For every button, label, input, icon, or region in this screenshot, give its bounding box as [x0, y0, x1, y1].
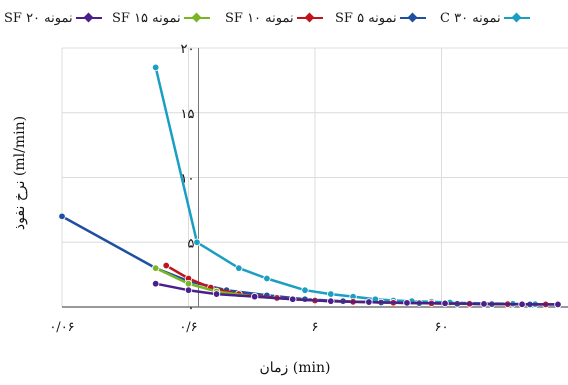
legend-marker-sf10: [296, 12, 323, 24]
y-tick-label-4: ۰: [188, 301, 195, 316]
data-point-s1-0: [58, 212, 66, 221]
data-point-s0-0: [151, 63, 160, 72]
data-point-s3-1: [184, 279, 193, 288]
x-tick-label-0: ۰/۰۶: [49, 320, 74, 335]
data-point-s2-0: [162, 261, 170, 270]
x-tick-label-2: ۶: [312, 320, 319, 335]
y-tick-label-3: ۵: [188, 236, 195, 251]
y-tick-label-1: ۱۵: [181, 107, 195, 122]
series-line-3: [155, 266, 559, 306]
data-point-s4-2: [212, 290, 221, 298]
data-point-s0-2: [235, 264, 243, 272]
legend-item-sf20: نمونه ۲۰ SF: [4, 6, 102, 30]
data-point-s4-0: [151, 279, 160, 288]
legend-label-c30: نمونه ۳۰ C: [440, 10, 501, 26]
legend-label-sf5: نمونه ۵ SF: [335, 10, 397, 26]
x-axis-label: (min) زمان: [259, 360, 331, 376]
legend-item-sf10: نمونه ۱۰ SF: [225, 6, 323, 30]
legend-marker-sf15: [183, 12, 210, 24]
legend-label-sf20: نمونه ۲۰ SF: [4, 10, 73, 26]
legend-marker-c30: [503, 12, 530, 24]
legend-item-sf15: نمونه ۱۵ SF: [112, 6, 210, 30]
y-axis-label: (ml/min) نرخ نفوذ: [12, 115, 28, 231]
data-point-s4-4: [289, 295, 297, 303]
data-point-s4-6: [365, 298, 373, 306]
x-tick-label-3: ۶۰: [435, 320, 449, 335]
legend-item-c30: نمونه ۳۰ C: [440, 6, 530, 30]
y-tick-label-0: ۲۰: [181, 42, 195, 57]
data-point-s4-9: [480, 300, 488, 308]
data-point-s0-3: [263, 274, 271, 283]
data-point-s4-10: [518, 300, 526, 308]
data-point-s4-3: [250, 292, 259, 301]
data-point-s4-8: [441, 299, 449, 308]
data-point-s0-4: [301, 286, 309, 294]
data-point-s3-0: [151, 264, 160, 272]
legend-label-sf10: نمونه ۱۰ SF: [225, 10, 294, 26]
series-line-0: [154, 67, 559, 306]
legend-item-sf5: نمونه ۵ SF: [335, 6, 426, 30]
legend-marker-sf5: [399, 12, 426, 24]
legend-label-sf15: نمونه ۱۵ SF: [112, 10, 181, 26]
data-point-s0-5: [327, 290, 335, 298]
legend-marker-sf20: [75, 12, 102, 24]
series-line-4: [155, 282, 559, 306]
data-point-s0-1: [193, 238, 201, 246]
data-point-s4-5: [327, 297, 335, 305]
x-tick-label-1: ۰/۶: [179, 320, 197, 335]
data-point-s4-1: [184, 286, 193, 294]
legend: نمونه ۳۰ C نمونه ۵ SF نمونه ۱۰ SF نمونه …: [0, 6, 568, 30]
data-point-s4-7: [403, 299, 411, 307]
data-point-s4-11: [554, 300, 562, 309]
